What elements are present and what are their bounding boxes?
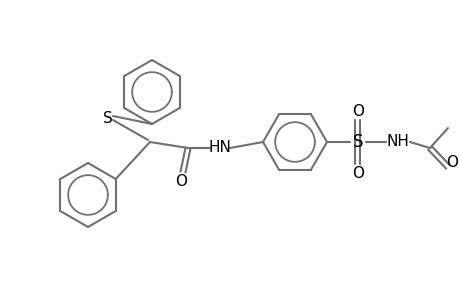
Text: O: O <box>174 173 187 188</box>
Text: HN: HN <box>208 140 231 154</box>
Text: O: O <box>351 103 363 118</box>
Text: O: O <box>351 166 363 181</box>
Text: O: O <box>445 154 457 169</box>
Text: S: S <box>103 110 112 125</box>
Text: NH: NH <box>386 134 409 148</box>
Text: S: S <box>352 133 363 151</box>
